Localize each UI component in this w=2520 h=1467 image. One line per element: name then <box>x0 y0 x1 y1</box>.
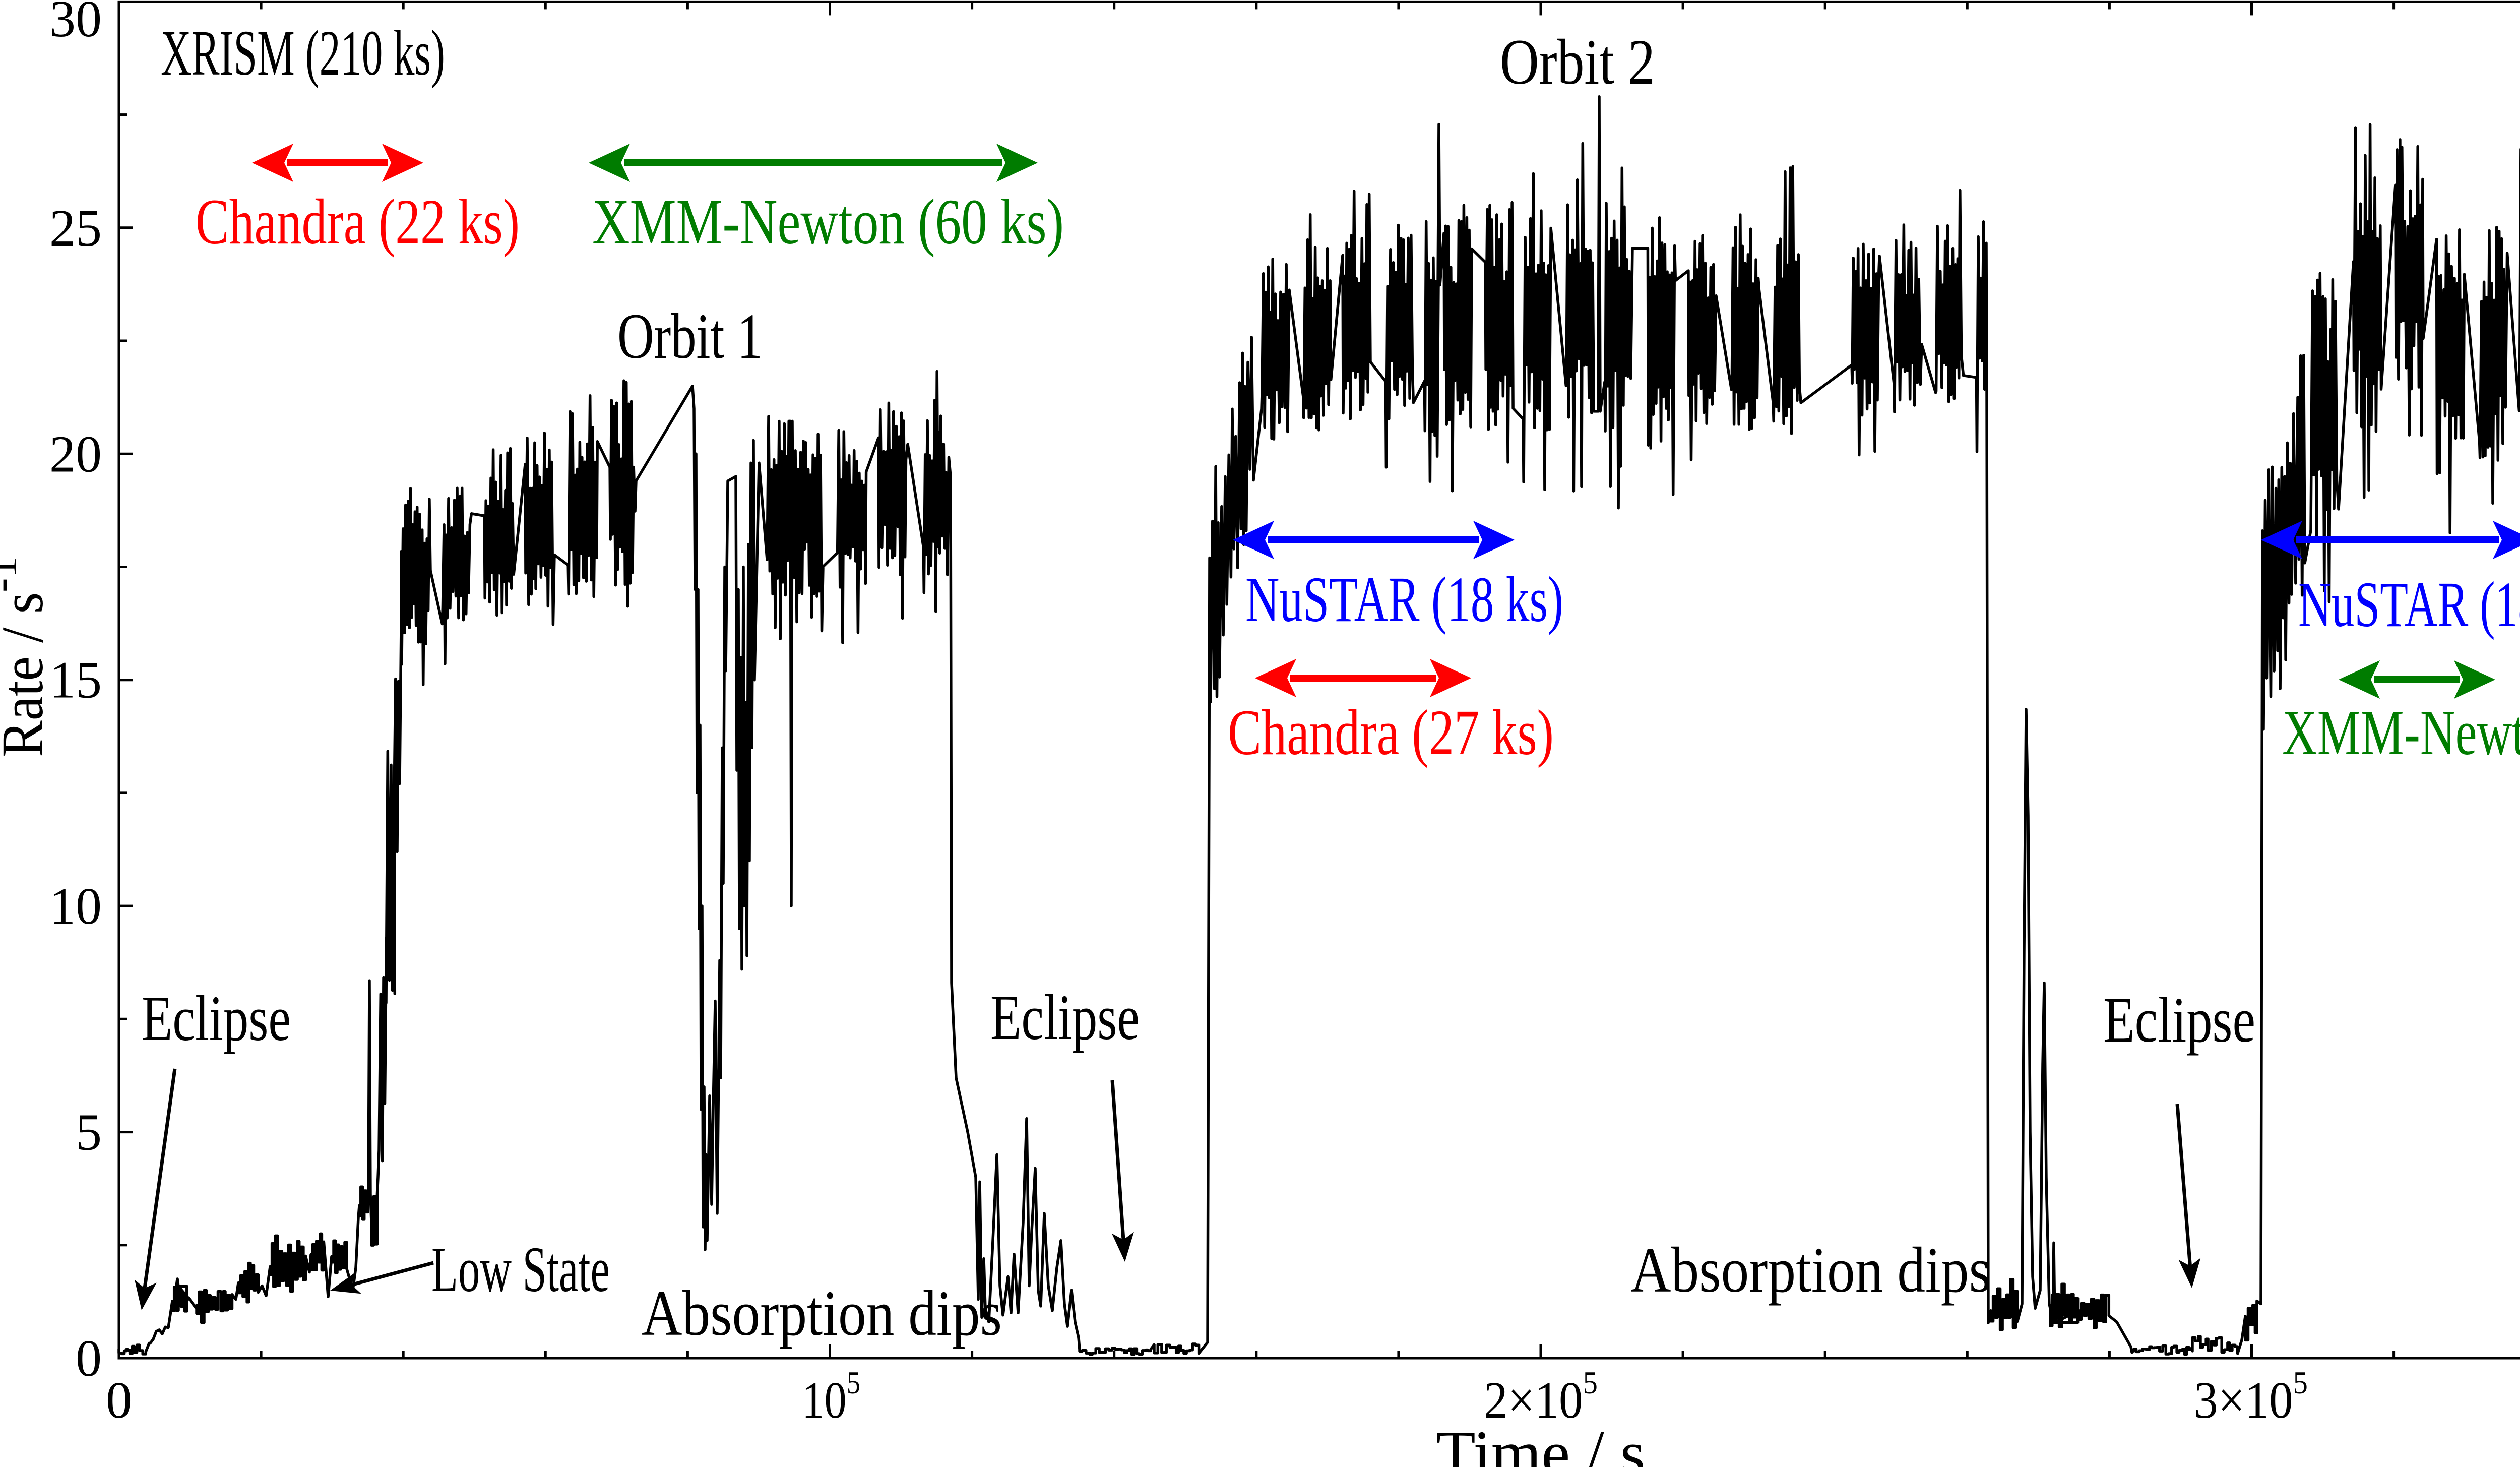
svg-text:Eclipse: Eclipse <box>990 982 1140 1053</box>
svg-text:25: 25 <box>49 199 102 257</box>
svg-text:Orbit 2: Orbit 2 <box>1500 26 1655 98</box>
svg-text:2×105: 2×105 <box>1484 1365 1598 1429</box>
svg-text:0: 0 <box>76 1329 102 1387</box>
svg-text:30: 30 <box>49 0 102 48</box>
svg-text:10: 10 <box>49 877 102 935</box>
svg-text:20: 20 <box>49 425 102 483</box>
svg-text:XMM-Newton (60 ks): XMM-Newton (60 ks) <box>592 186 1064 258</box>
svg-text:Chandra (27 ks): Chandra (27 ks) <box>1228 697 1554 768</box>
svg-text:5: 5 <box>76 1104 102 1162</box>
svg-text:XRISM (210 ks): XRISM (210 ks) <box>161 17 445 89</box>
svg-text:NuSTAR (18 ks): NuSTAR (18 ks) <box>1245 564 1563 635</box>
svg-text:Orbit 1: Orbit 1 <box>617 300 763 372</box>
svg-text:XMM-Newton (20 ks): XMM-Newton (20 ks) <box>2282 697 2520 768</box>
svg-text:NuSTAR (18 ks): NuSTAR (18 ks) <box>2298 569 2520 640</box>
svg-text:Absorption dips: Absorption dips <box>642 1277 1002 1349</box>
svg-text:Low State: Low State <box>431 1234 610 1305</box>
svg-text:Chandra (22 ks): Chandra (22 ks) <box>196 186 520 258</box>
svg-text:Eclipse: Eclipse <box>2103 984 2255 1056</box>
svg-text:Time / s: Time / s <box>1436 1418 1646 1467</box>
svg-text:Eclipse: Eclipse <box>142 983 291 1054</box>
svg-text:0: 0 <box>106 1371 132 1429</box>
svg-text:3×105: 3×105 <box>2194 1365 2308 1429</box>
svg-text:15: 15 <box>49 651 102 709</box>
svg-text:Absorption dips: Absorption dips <box>1630 1234 1991 1306</box>
